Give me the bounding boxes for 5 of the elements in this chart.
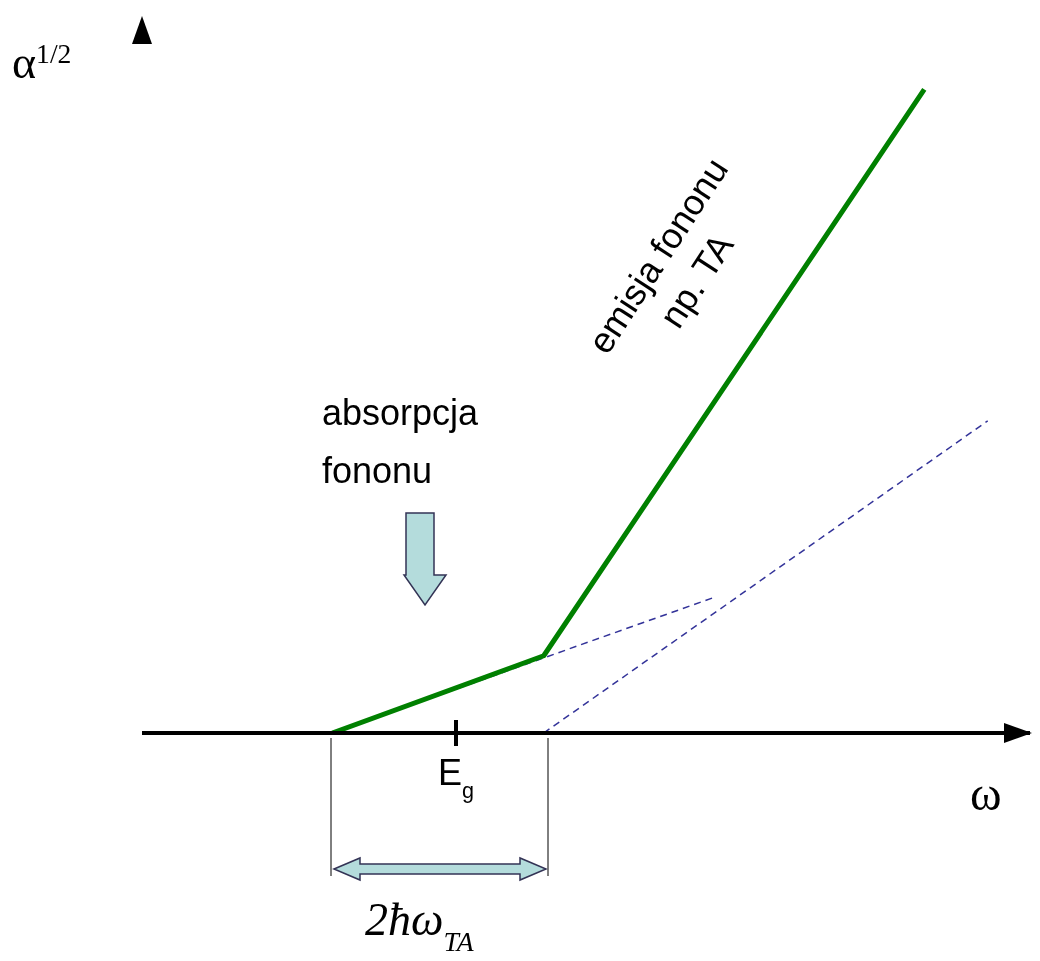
annotation: absorpcja fononu — [322, 392, 480, 491]
text: E$_{g}$ — [437, 752, 475, 803]
y-axis-title: α$^{1/2}$ — [12, 37, 72, 88]
x-axis-title: ω — [970, 767, 1002, 820]
text: 2ħω$_{TA}$ — [365, 894, 474, 957]
